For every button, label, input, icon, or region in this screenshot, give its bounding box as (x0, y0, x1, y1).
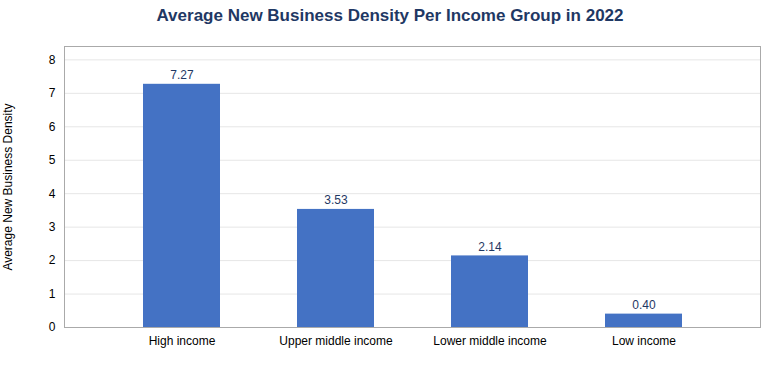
svg-text:Upper middle income: Upper middle income (279, 334, 393, 348)
svg-text:2.14: 2.14 (478, 240, 502, 254)
html-text:Average New Business Density P: Average New Business Density Per Income … (156, 6, 624, 25)
svg-text:4: 4 (49, 187, 56, 201)
svg-text:5: 5 (49, 153, 56, 167)
svg-text:Low income: Low income (612, 334, 676, 348)
svg-text:0.40: 0.40 (632, 298, 656, 312)
svg-text:Lower middle income: Lower middle income (433, 334, 547, 348)
svg-text:3: 3 (49, 220, 56, 234)
svg-text:2: 2 (49, 253, 56, 267)
svg-text:7: 7 (49, 86, 56, 100)
svg-text:6: 6 (49, 120, 56, 134)
svg-text:0: 0 (49, 320, 56, 334)
svg-text:High income: High income (149, 334, 216, 348)
svg-text:8: 8 (49, 53, 56, 67)
svg-text:7.27: 7.27 (170, 68, 194, 82)
svg-text:Average New Business Density: Average New Business Density (1, 103, 15, 270)
svg-text:1: 1 (49, 287, 56, 301)
svg-text:3.53: 3.53 (324, 193, 348, 207)
